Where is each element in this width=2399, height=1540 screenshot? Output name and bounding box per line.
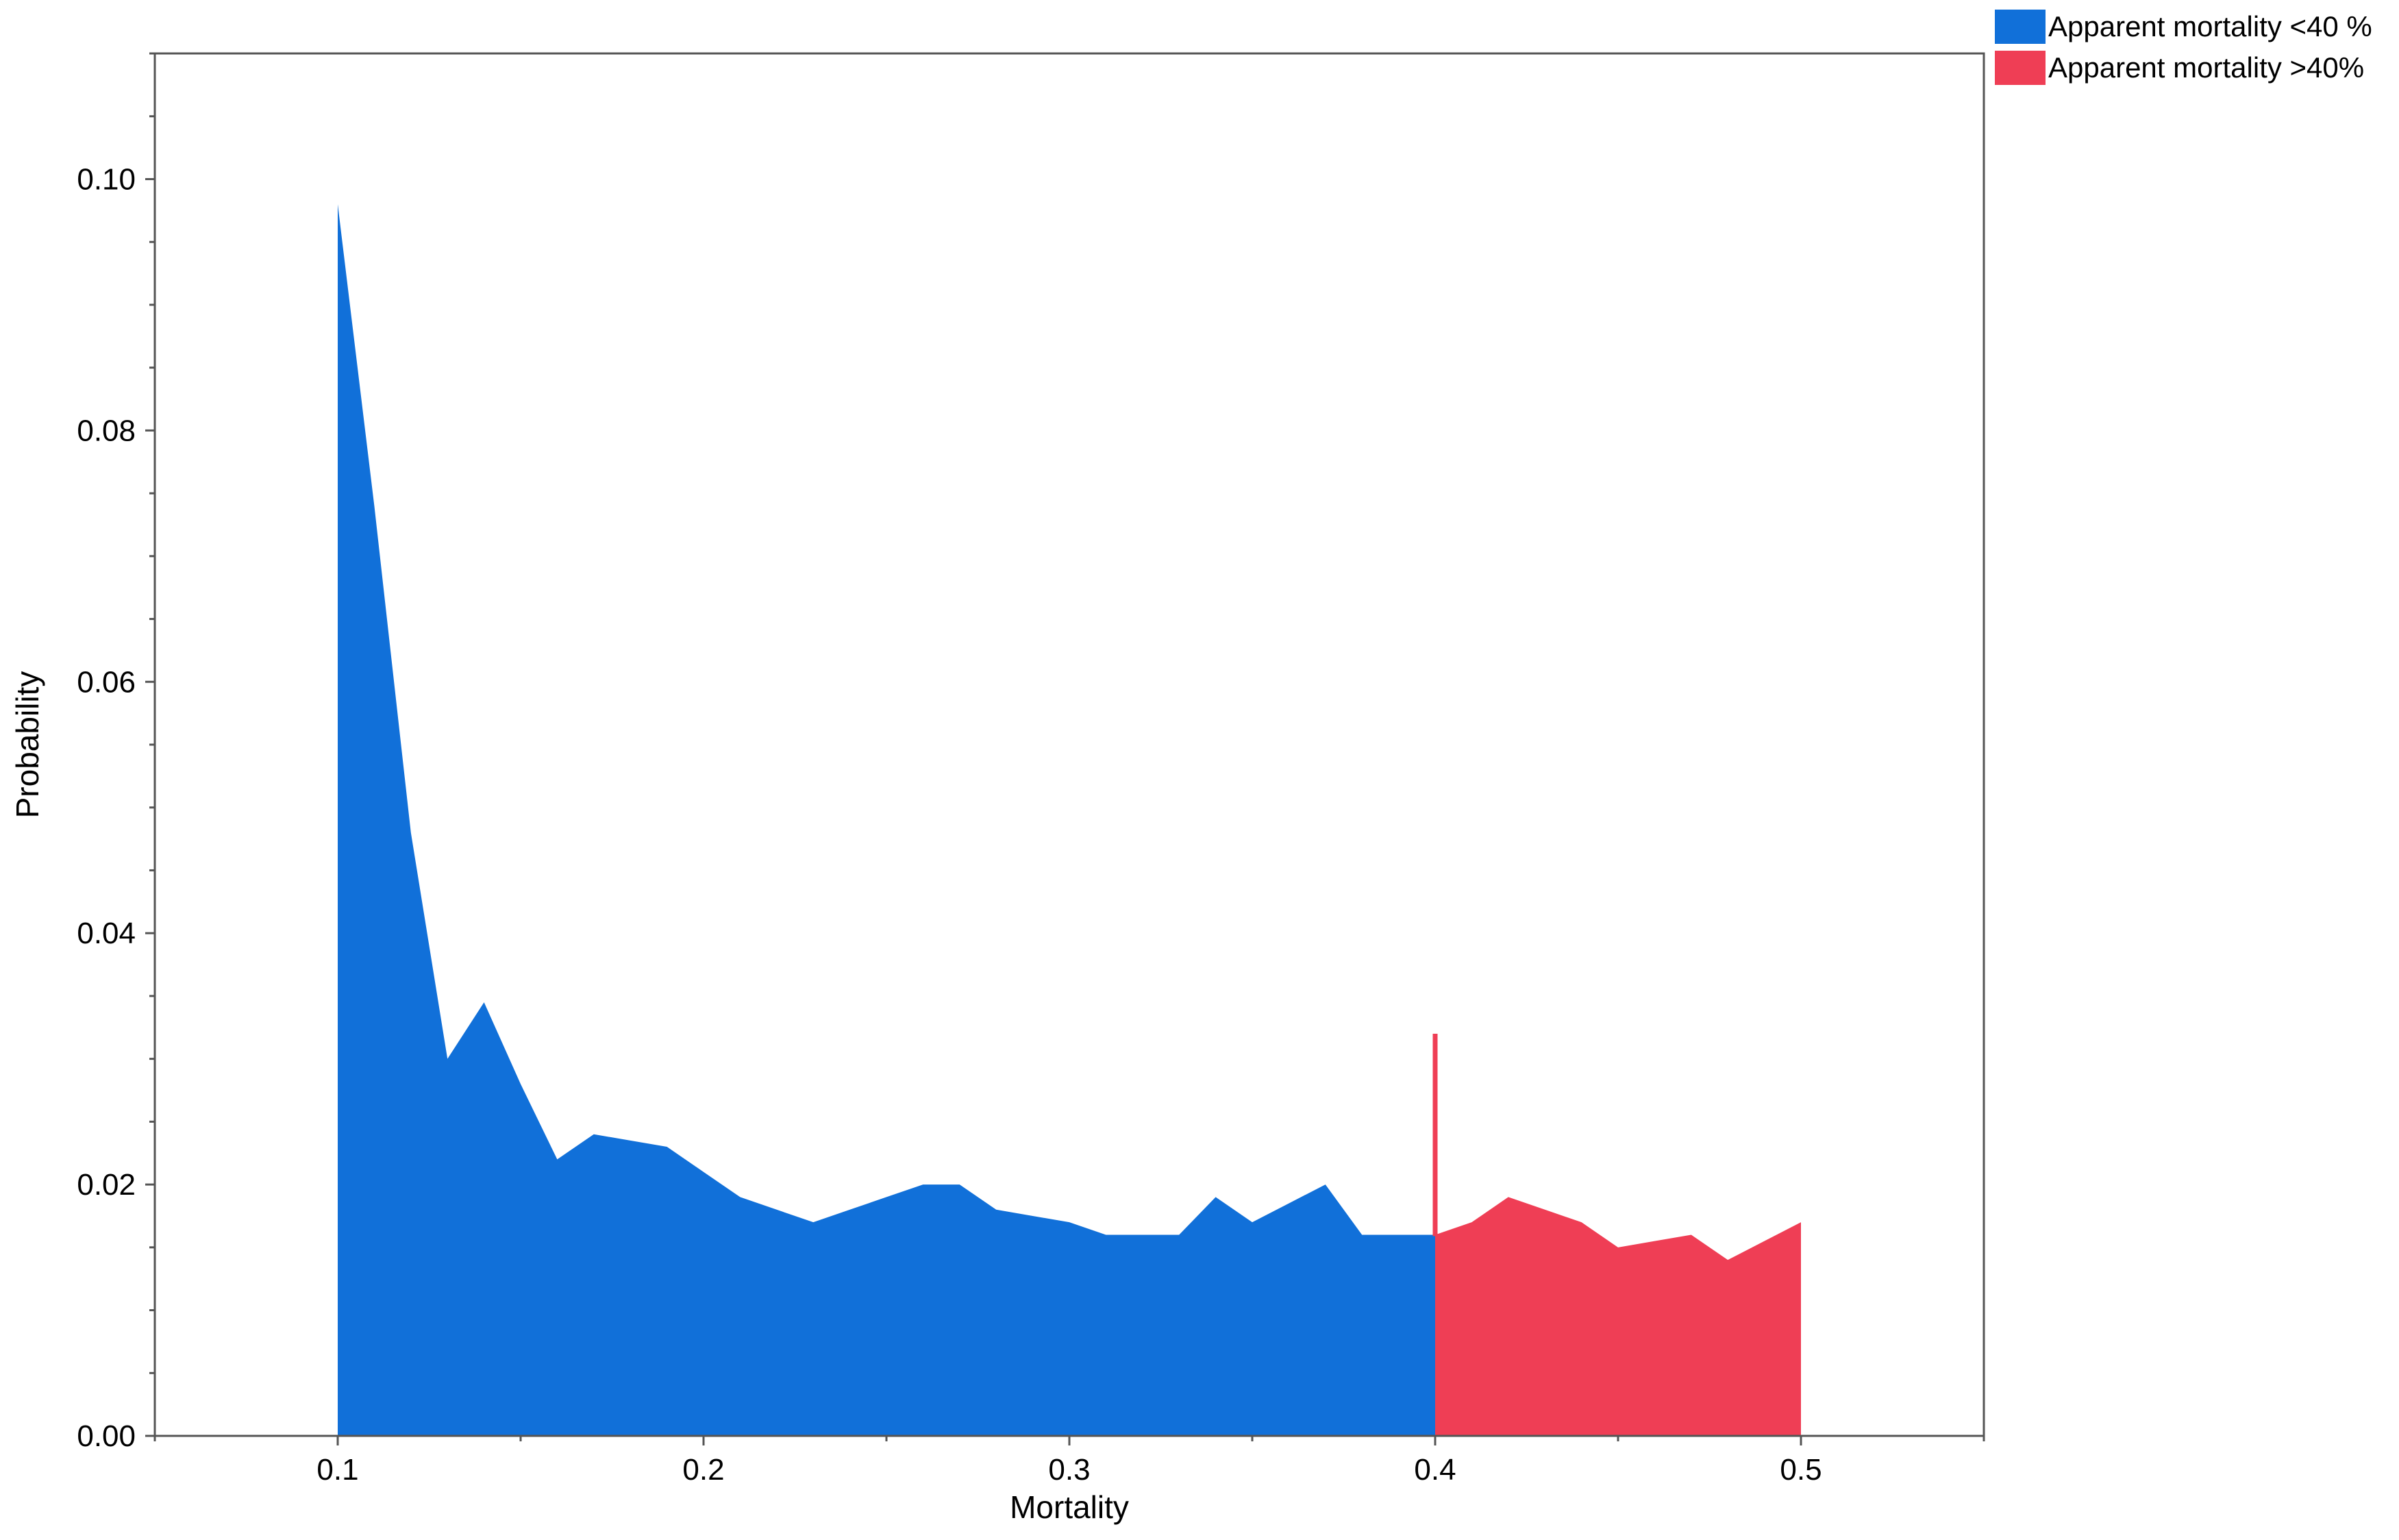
x-axis: 0.1 0.2 0.3 0.4 0.5: [153, 1436, 1985, 1487]
y-tick-label: 0.08: [77, 414, 136, 447]
legend-label: Apparent mortality >40%: [2048, 51, 2364, 84]
chart-areas: [338, 204, 1801, 1436]
x-tick-label: 0.1: [316, 1453, 358, 1487]
y-tick-label: 0.04: [77, 917, 136, 950]
area-series-2: [1435, 1197, 1801, 1436]
legend[interactable]: Apparent mortality <40 % Apparent mortali…: [1995, 10, 2372, 85]
legend-swatch: [1995, 51, 2046, 85]
x-tick-label: 0.2: [682, 1453, 724, 1487]
legend-label: Apparent mortality <40 %: [2048, 10, 2372, 42]
x-axis-title: Mortality: [1010, 1489, 1129, 1525]
y-tick-label: 0.10: [77, 162, 136, 196]
y-tick-label: 0.00: [77, 1419, 136, 1453]
x-tick-label: 0.5: [1780, 1453, 1822, 1487]
y-tick-label: 0.02: [77, 1168, 136, 1202]
y-axis: 0.00 0.02 0.04 0.06 0.08 0.10: [77, 52, 155, 1453]
x-tick-label: 0.4: [1414, 1453, 1456, 1487]
legend-swatch: [1995, 10, 2046, 44]
x-tick-label: 0.3: [1048, 1453, 1090, 1487]
y-axis-title: Probability: [10, 671, 45, 819]
area-series-1: [338, 204, 1435, 1436]
y-tick-label: 0.06: [77, 665, 136, 699]
